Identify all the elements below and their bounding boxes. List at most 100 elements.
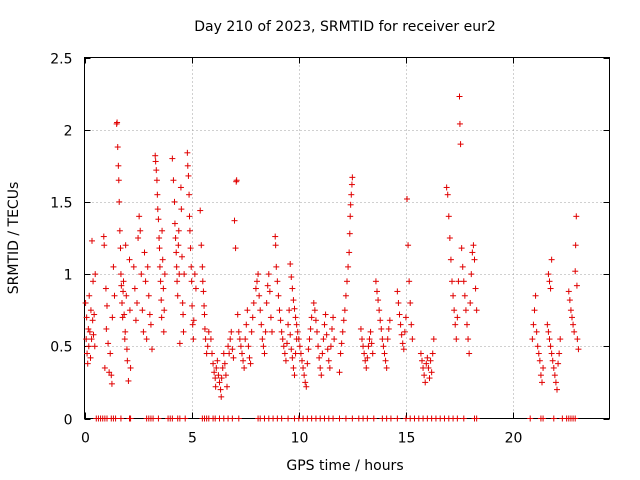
data-point: [255, 271, 262, 278]
data-point: [458, 245, 465, 252]
data-point: [123, 292, 130, 299]
data-point: [116, 227, 123, 234]
data-point: [376, 307, 383, 314]
data-point: [158, 297, 165, 304]
data-point: [363, 364, 370, 371]
data-point: [211, 369, 218, 376]
data-point: [380, 343, 387, 350]
data-point: [269, 328, 275, 335]
data-point: [452, 321, 459, 328]
data-point: [84, 350, 91, 357]
data-point: [396, 311, 403, 318]
data-point: [535, 350, 542, 357]
data-point: [86, 292, 93, 299]
data-point: [179, 299, 186, 306]
data-point: [247, 360, 254, 367]
data-point: [201, 325, 208, 332]
x-tick-label: 10: [291, 431, 309, 447]
data-point: [295, 336, 302, 343]
data-point: [116, 198, 123, 205]
data-point: [86, 328, 93, 335]
data-point: [385, 325, 392, 332]
data-point: [428, 369, 435, 376]
data-point: [174, 278, 181, 285]
data-point: [153, 177, 160, 184]
data-point: [557, 336, 564, 343]
data-point: [277, 317, 284, 324]
data-point: [289, 285, 296, 292]
data-point: [154, 191, 161, 198]
data-point: [156, 235, 163, 241]
data-point: [184, 162, 191, 169]
data-point: [218, 375, 225, 382]
data-point: [286, 307, 293, 314]
data-point: [102, 285, 109, 292]
data-point: [290, 297, 297, 304]
y-tick-label: 2: [64, 124, 73, 140]
data-point: [100, 233, 107, 240]
data-point: [188, 263, 195, 270]
y-tick-label: 1: [64, 268, 73, 284]
data-point: [405, 242, 412, 249]
data-point: [306, 336, 313, 343]
data-point: [575, 346, 582, 353]
data-point: [207, 336, 214, 343]
data-point: [159, 256, 166, 263]
data-point: [232, 245, 239, 252]
data-point: [202, 336, 209, 343]
data-point: [323, 331, 330, 338]
data-point: [92, 271, 99, 278]
grid: [84, 57, 610, 419]
data-point: [132, 317, 139, 324]
data-point: [467, 299, 474, 306]
data-point: [154, 206, 161, 213]
data-point: [118, 282, 125, 289]
data-point: [304, 360, 311, 367]
data-point: [318, 372, 325, 379]
data-point: [185, 172, 192, 179]
data-point: [342, 415, 349, 422]
x-tick-label: 20: [505, 431, 523, 447]
data-point: [199, 278, 206, 285]
data-point: [377, 317, 384, 324]
data-point: [408, 321, 415, 328]
data-point: [179, 253, 185, 260]
data-point: [87, 307, 94, 314]
data-point: [540, 364, 547, 371]
data-point: [127, 415, 134, 422]
data-point: [85, 343, 92, 350]
data-point: [548, 350, 555, 357]
data-point: [201, 311, 208, 318]
data-point: [426, 375, 433, 382]
data-point: [360, 343, 367, 350]
data-point: [159, 227, 166, 234]
data-point: [237, 343, 244, 350]
data-point: [359, 336, 365, 343]
data-point: [122, 328, 129, 335]
data-point: [297, 350, 304, 357]
data-point: [169, 155, 176, 162]
data-point: [153, 167, 160, 174]
data-point: [131, 285, 138, 292]
data-point: [348, 181, 355, 188]
data-point: [301, 372, 308, 379]
data-point: [189, 302, 196, 309]
data-point: [91, 343, 98, 350]
x-tick-label: 5: [188, 431, 197, 447]
data-point: [336, 369, 343, 376]
data-point: [173, 263, 180, 270]
data-point: [537, 372, 544, 379]
data-point: [124, 357, 131, 364]
data-point: [565, 288, 572, 295]
data-point: [346, 230, 353, 237]
data-point: [265, 271, 272, 278]
data-point: [214, 357, 221, 364]
data-point: [554, 386, 560, 393]
data-point: [422, 379, 429, 386]
data-point: [361, 350, 368, 357]
data-point: [84, 360, 91, 367]
data-point: [285, 415, 292, 422]
data-point: [539, 379, 545, 386]
data-point: [552, 379, 559, 386]
data-point: [399, 340, 406, 347]
